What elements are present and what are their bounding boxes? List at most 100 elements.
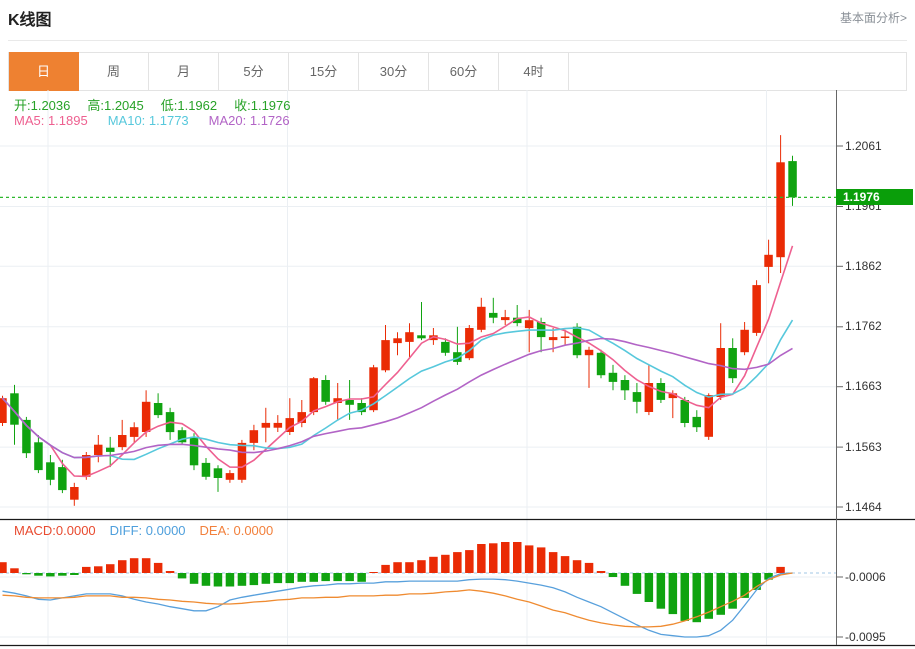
candle	[309, 378, 318, 413]
candle	[680, 400, 689, 423]
ma10-value: MA10: 1.1773	[107, 113, 189, 128]
candle	[141, 401, 151, 432]
candle	[333, 398, 342, 403]
close-value: 收:1.1976	[234, 98, 291, 113]
candle	[620, 380, 630, 391]
low-value: 低:1.1962	[160, 98, 218, 113]
tab-周[interactable]: 周	[79, 53, 149, 90]
candle	[441, 341, 450, 353]
price-tick-label: 1.1663	[845, 379, 882, 394]
candle	[417, 335, 426, 339]
candle	[10, 393, 19, 425]
grid-layer	[0, 90, 836, 645]
candle	[297, 412, 306, 423]
candle	[728, 348, 737, 379]
candle	[393, 338, 402, 344]
price-tick-label: 1.2061	[845, 138, 882, 153]
macd-readout: MACD:0.0000 DIFF: 0.0000 DEA: 0.0000	[14, 523, 273, 538]
period-tabbar: 日周月 5分 15分 30分 60分 4时	[8, 52, 907, 91]
tab-15分[interactable]: 15分	[289, 53, 359, 90]
candle	[58, 467, 67, 491]
candle	[524, 320, 534, 329]
candle	[129, 427, 139, 437]
axis-ticks	[836, 145, 843, 638]
macd-histogram	[0, 542, 785, 623]
candle	[70, 487, 79, 500]
candle	[596, 352, 606, 376]
macd-tick-label: -0.0006	[845, 569, 886, 584]
candle	[704, 395, 713, 437]
candle	[477, 306, 486, 330]
dea-line	[2, 572, 793, 628]
candle	[237, 442, 247, 480]
candle	[357, 403, 366, 413]
candle	[644, 383, 654, 412]
ma5-line	[1, 245, 794, 478]
candle	[106, 447, 115, 452]
candle	[788, 161, 797, 198]
candle	[560, 336, 570, 338]
candle	[369, 367, 378, 411]
tab-5分[interactable]: 5分	[219, 53, 289, 90]
candle	[261, 422, 271, 428]
tab-4时[interactable]: 4时	[499, 53, 569, 90]
candle	[201, 462, 211, 477]
ma20-line	[1, 337, 793, 459]
candle	[273, 422, 283, 428]
ohlc-readout: 开:1.2036 高:1.2045 低:1.1962 收:1.1976	[14, 95, 291, 114]
candle	[285, 418, 294, 432]
price-tick-label: 1.1762	[845, 319, 882, 334]
candle	[405, 332, 414, 342]
candle	[225, 473, 235, 480]
price-tick-label: 1.1563	[845, 439, 882, 454]
candle	[429, 335, 438, 341]
open-value: 开:1.2036	[14, 98, 71, 113]
candle	[668, 393, 678, 399]
candle	[0, 398, 7, 423]
candle	[513, 317, 522, 324]
tab-60分[interactable]: 60分	[429, 53, 499, 90]
price-tick-label: 1.1464	[845, 499, 882, 514]
ma20-value: MA20: 1.1726	[208, 113, 290, 128]
ma5-value: MA5: 1.1895	[14, 113, 88, 128]
candle	[692, 416, 701, 428]
candle	[345, 400, 354, 405]
candle	[177, 430, 187, 443]
candle	[118, 435, 127, 448]
candle	[153, 403, 163, 416]
tab-日[interactable]: 日	[9, 52, 79, 91]
tab-月[interactable]: 月	[149, 53, 219, 90]
macd-value: MACD:0.0000	[14, 523, 96, 538]
candle	[82, 455, 91, 477]
tab-30分[interactable]: 30分	[359, 53, 429, 90]
candle	[22, 419, 31, 454]
candle	[453, 352, 462, 362]
candle	[189, 436, 199, 466]
fundamental-analysis-link[interactable]: 基本面分析>	[839, 11, 907, 25]
candle	[94, 444, 103, 455]
candle	[381, 340, 390, 371]
candle	[740, 329, 749, 353]
candle	[249, 430, 259, 443]
candle	[501, 317, 510, 321]
candle	[34, 442, 43, 471]
candle	[572, 326, 582, 356]
diff-value: DIFF: 0.0000	[109, 523, 186, 538]
candle	[752, 285, 761, 333]
ma-readout: MA5: 1.1895 MA10: 1.1773 MA20: 1.1726	[14, 113, 290, 128]
candle	[764, 254, 773, 267]
price-tick-label: 1.1862	[845, 258, 882, 273]
candle	[716, 348, 725, 397]
candle	[321, 380, 330, 402]
page-title: K线图	[8, 12, 52, 29]
diff-line	[2, 572, 793, 638]
candle	[489, 312, 498, 318]
candle	[632, 392, 642, 402]
candle	[608, 372, 618, 382]
dea-value: DEA: 0.0000	[199, 523, 274, 538]
ma10-line	[1, 319, 794, 461]
candle	[548, 337, 558, 341]
macd-tick-label: -0.0095	[845, 629, 886, 644]
